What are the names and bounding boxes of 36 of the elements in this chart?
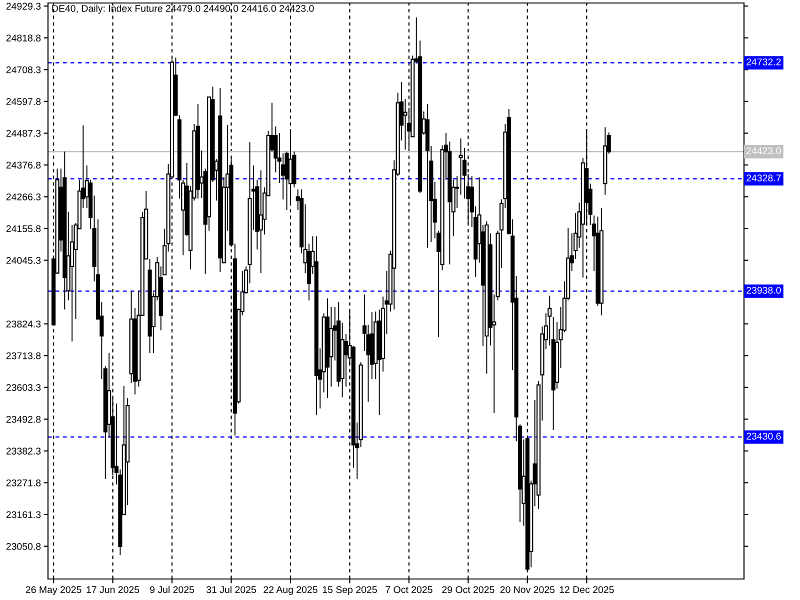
ref-line-label: 24423.0 [746, 147, 781, 154]
y-tick-label: 24266.3 [6, 193, 41, 200]
y-tick-label: 24708.3 [6, 66, 41, 74]
x-tick-label: 26 May 2025 [26, 586, 82, 596]
y-tick-label: 24929.3 [6, 2, 41, 10]
x-tick-label: 9 Jul 2025 [150, 586, 194, 594]
ref-line-label: 24328.7 [746, 174, 781, 182]
x-tick-label: 20 Nov 2025 [500, 586, 555, 594]
y-tick-label: 24487.3 [6, 130, 41, 137]
y-tick-label: 24376.8 [6, 162, 41, 169]
y-tick-label: 23271.8 [6, 479, 41, 486]
candlestick [403, 98, 408, 150]
y-tick-label: 24818.8 [6, 34, 41, 42]
chart-title: DE40, Daily: Index Future 24479.0 24490.0 24416.0 24423.0 [52, 4, 314, 14]
x-tick-label: 12 Dec 2025 [560, 586, 614, 594]
y-tick-label: 24045.3 [6, 257, 41, 264]
candlestick [458, 138, 463, 196]
x-tick-label: 22 Aug 2025 [264, 586, 318, 596]
y-tick-label: 23713.8 [6, 352, 41, 360]
y-tick-label: 23050.8 [6, 543, 41, 550]
y-tick-label: 23492.8 [6, 416, 41, 423]
y-tick-label: 23824.3 [6, 320, 41, 328]
x-tick-label: 15 Sep 2025 [322, 586, 377, 596]
y-tick-label: 24155.8 [6, 225, 41, 232]
x-tick-label: 29 Oct 2025 [442, 586, 494, 594]
y-tick-label: 23382.3 [6, 448, 41, 455]
ref-line-label: 24732.2 [746, 58, 781, 66]
x-tick-label: 17 Jun 2025 [86, 586, 140, 594]
candlestick [258, 170, 263, 274]
x-tick-label: 7 Oct 2025 [386, 586, 432, 594]
ref-line-label: 23430.6 [746, 432, 781, 440]
y-tick-label: 23161.3 [6, 511, 41, 518]
x-tick-label: 31 Jul 2025 [206, 586, 256, 594]
y-tick-label: 24597.8 [6, 98, 41, 106]
ref-line-label: 23938.0 [746, 286, 781, 294]
y-tick-label: 23603.3 [6, 384, 41, 392]
